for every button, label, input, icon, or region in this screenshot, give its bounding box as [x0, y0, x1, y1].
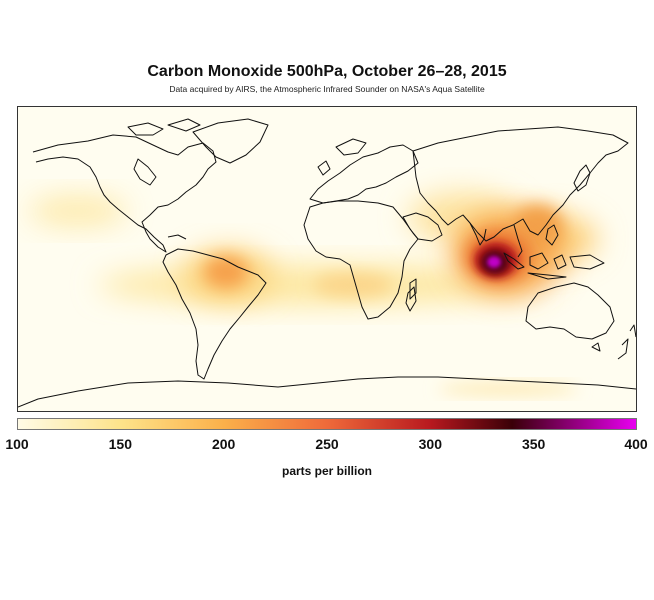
colorbar-tick: 100 [5, 436, 29, 452]
map-subtitle: Data acquired by AIRS, the Atmospheric I… [169, 84, 485, 94]
coastline-arabia [402, 212, 443, 242]
co-concentration-field [28, 192, 598, 395]
coastline-greenland [192, 118, 269, 164]
colorbar-units-label: parts per billion [281, 464, 372, 478]
colorbar [17, 418, 637, 430]
coastline-australia [525, 282, 615, 340]
coastline-antarctica [18, 376, 636, 408]
coastlines [18, 118, 636, 408]
colorbar-tick: 400 [624, 436, 648, 452]
coastline-north-america [32, 134, 217, 253]
coastline-europe [309, 144, 419, 204]
colorbar-tick: 150 [108, 436, 133, 452]
map-svg [18, 107, 636, 411]
coastline-africa [303, 200, 419, 320]
colorbar-tick: 200 [211, 436, 236, 452]
world-map [17, 106, 637, 412]
colorbar-tick: 250 [315, 436, 339, 452]
coastline-indonesia [503, 252, 525, 270]
coastline-asia [412, 126, 629, 242]
coastline-south-america [162, 248, 267, 380]
coastline-japan [573, 164, 591, 192]
colorbar-tick: 350 [521, 436, 546, 452]
map-title: Carbon Monoxide 500hPa, October 26–28, 2… [147, 63, 507, 80]
colorbar-tick: 300 [418, 436, 443, 452]
coastline-new-zealand [617, 324, 636, 360]
